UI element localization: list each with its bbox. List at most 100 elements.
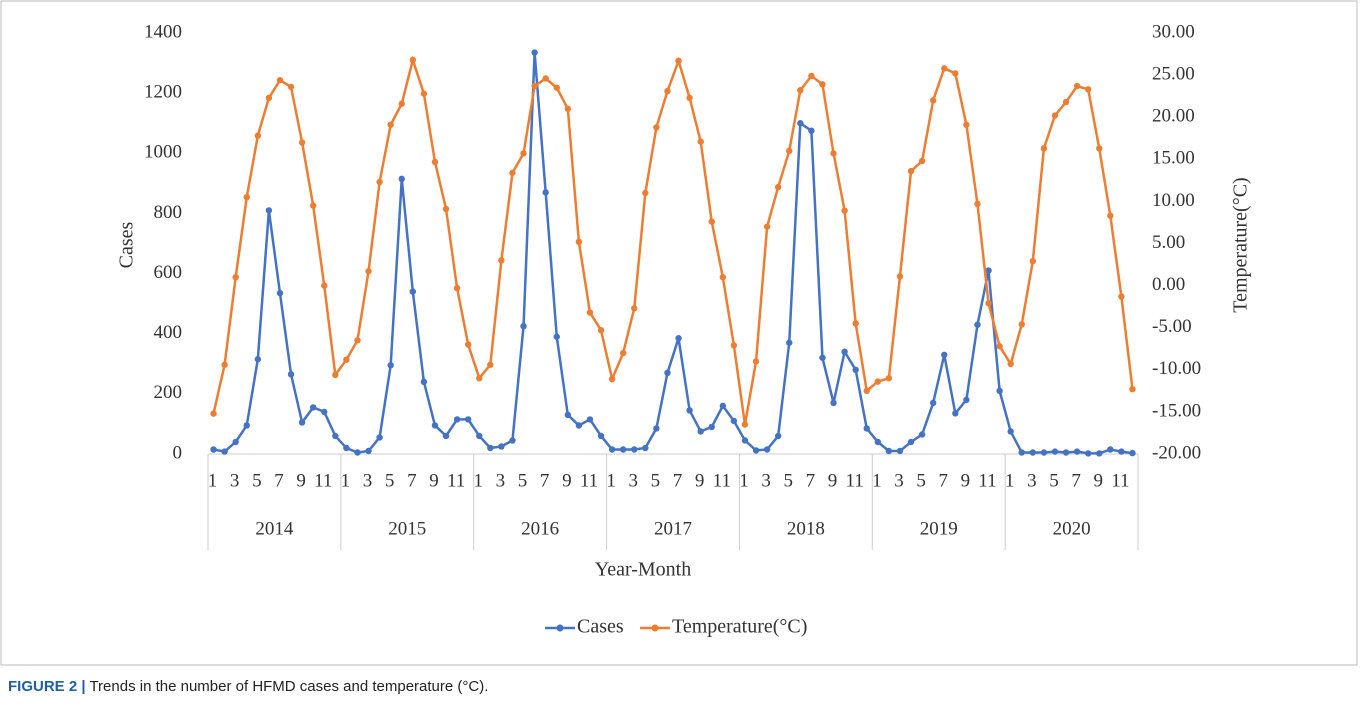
x-tick-label: 5: [518, 470, 528, 491]
point: [631, 305, 638, 312]
point: [741, 421, 749, 428]
point: [1062, 98, 1070, 106]
point: [376, 434, 383, 441]
x-tick-label: 3: [496, 470, 506, 491]
point: [830, 150, 837, 157]
point: [631, 446, 638, 453]
x-tick-label: 3: [363, 470, 373, 491]
point: [243, 193, 250, 201]
point: [730, 417, 738, 425]
point: [929, 97, 937, 104]
y2-tick-label: 5.00: [1152, 232, 1185, 253]
point: [874, 378, 882, 385]
point: [996, 387, 1003, 395]
x-axis-title: Year-Month: [595, 559, 691, 581]
point: [298, 139, 306, 146]
point: [863, 425, 870, 432]
point: [542, 189, 549, 196]
x-tick-label: 7: [806, 470, 816, 491]
year-label: 2014: [255, 518, 294, 539]
point: [254, 356, 262, 363]
point: [708, 423, 715, 431]
x-tick-label: 5: [784, 470, 794, 491]
x-tick-label: 7: [407, 470, 417, 491]
y-tick-label: 600: [154, 262, 183, 283]
y2-tick-label: 15.00: [1152, 148, 1195, 169]
point: [642, 444, 649, 452]
x-tick-label: 1: [341, 470, 351, 491]
point: [774, 183, 782, 191]
point: [243, 422, 250, 429]
point: [520, 322, 527, 330]
point: [819, 354, 826, 361]
y2-axis-title: Temperature(°C): [1230, 177, 1252, 312]
x-tick-label: 7: [540, 470, 550, 491]
point: [619, 349, 627, 357]
point: [343, 444, 350, 452]
point: [1073, 82, 1081, 90]
y2-tick-label: -5.00: [1152, 316, 1192, 337]
x-tick-label: 11: [1111, 470, 1129, 491]
y-tick-label: 1400: [144, 21, 182, 42]
y2-tick-label: 25.00: [1152, 63, 1195, 84]
y-tick-label: 0: [173, 442, 183, 463]
point: [332, 432, 339, 440]
x-tick-label: 1: [606, 470, 616, 491]
x-tick-label: 3: [761, 470, 771, 491]
point: [376, 178, 383, 186]
series-line: [213, 52, 1133, 455]
point: [675, 335, 682, 342]
point: [885, 447, 893, 455]
point: [420, 378, 428, 386]
y-tick-label: 800: [154, 202, 183, 223]
point: [808, 72, 815, 80]
year-label: 2020: [1053, 518, 1091, 539]
point: [564, 411, 572, 419]
point: [1084, 450, 1092, 457]
point: [509, 437, 516, 444]
x-tick-label: 7: [673, 470, 683, 491]
point: [1118, 448, 1125, 455]
x-tick-label: 1: [474, 470, 484, 491]
point: [885, 375, 893, 382]
point: [597, 327, 605, 334]
point: [907, 438, 915, 446]
x-tick-label: 5: [252, 470, 262, 491]
point: [786, 147, 793, 155]
point: [952, 70, 959, 77]
year-label: 2015: [388, 518, 426, 539]
x-tick-label: 11: [447, 470, 465, 491]
point: [985, 267, 992, 274]
point: [1118, 293, 1125, 300]
point: [830, 399, 837, 407]
x-tick-label: 7: [939, 470, 949, 491]
y-tick-label: 1200: [144, 82, 182, 103]
point: [487, 444, 494, 452]
point: [498, 257, 505, 264]
point: [509, 169, 516, 176]
y2-tick-label: 30.00: [1152, 21, 1195, 42]
point: [863, 387, 870, 395]
point: [542, 75, 549, 82]
point: [941, 65, 948, 72]
point: [597, 432, 605, 440]
x-tick-label: 3: [1027, 470, 1037, 491]
point: [254, 132, 262, 139]
y-axis-title: Cases: [116, 221, 138, 268]
point: [343, 356, 350, 363]
point: [553, 333, 560, 340]
point: [697, 428, 704, 435]
x-tick-label: 9: [429, 470, 439, 491]
y-tick-label: 1000: [144, 142, 182, 163]
x-tick-label: 5: [651, 470, 661, 491]
y2-tick-label: -10.00: [1152, 358, 1201, 379]
point: [210, 410, 217, 417]
point: [575, 238, 583, 246]
point: [1018, 449, 1025, 456]
point: [276, 289, 284, 297]
point: [985, 300, 992, 307]
x-tick-label: 9: [961, 470, 971, 491]
point: [365, 447, 372, 455]
point: [464, 341, 472, 348]
